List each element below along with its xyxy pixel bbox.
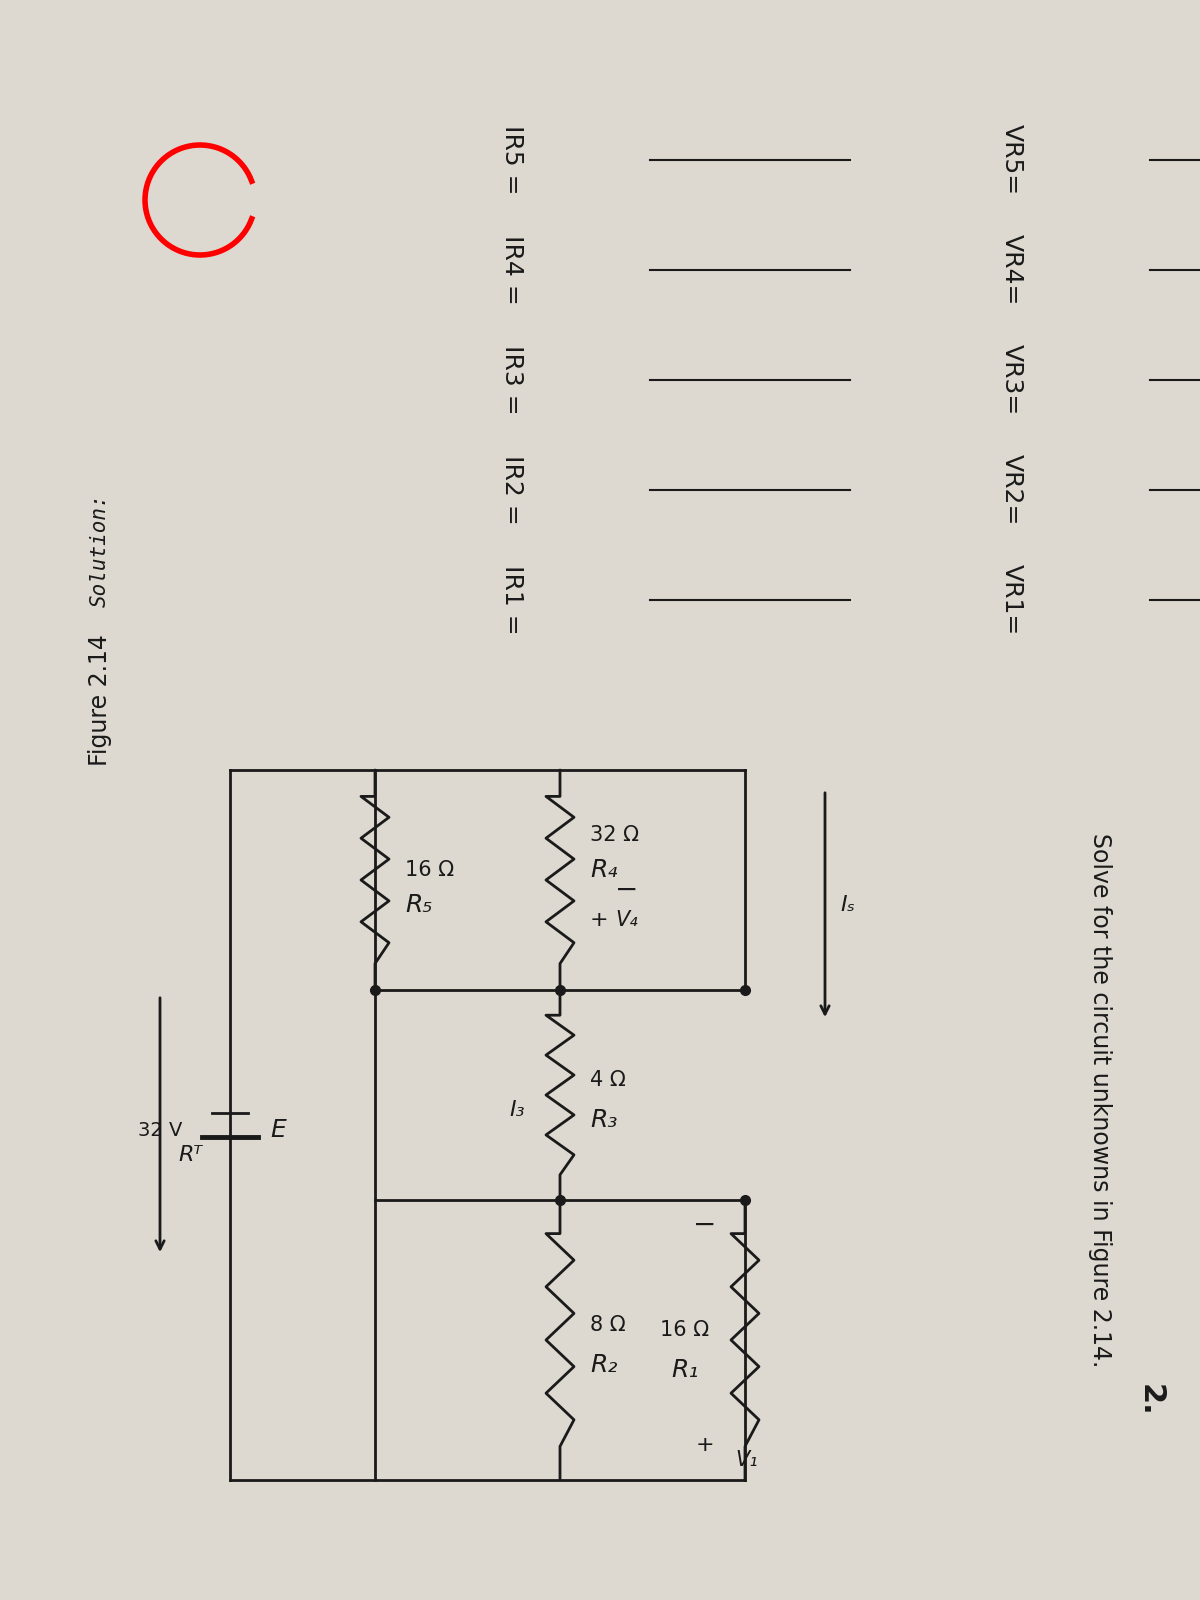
Text: R₁: R₁	[671, 1358, 698, 1382]
Text: R₃: R₃	[590, 1107, 617, 1133]
Text: 32 V: 32 V	[138, 1120, 182, 1139]
Text: IR1 =: IR1 =	[500, 565, 524, 635]
Text: IR2 =: IR2 =	[500, 454, 524, 525]
Text: IR5 =: IR5 =	[500, 125, 524, 195]
Text: +: +	[696, 1435, 714, 1454]
Text: V₄: V₄	[616, 910, 637, 930]
Text: Solution:: Solution:	[90, 493, 110, 606]
Text: 2.: 2.	[1135, 1384, 1164, 1416]
Text: Iₛ: Iₛ	[840, 894, 854, 915]
Text: R₅: R₅	[406, 893, 432, 917]
Text: R₄: R₄	[590, 858, 617, 882]
Text: VR2=: VR2=	[1000, 454, 1024, 526]
Text: Rᵀ: Rᵀ	[178, 1146, 202, 1165]
Text: 4 Ω: 4 Ω	[590, 1070, 625, 1090]
Text: Solve for the circuit unknowns in Figure 2.14.: Solve for the circuit unknowns in Figure…	[1088, 834, 1112, 1366]
Text: E: E	[270, 1118, 286, 1142]
Text: Figure 2.14: Figure 2.14	[88, 634, 112, 766]
Text: VR1=: VR1=	[1000, 565, 1024, 635]
Text: VR4=: VR4=	[1000, 234, 1024, 306]
Text: 8 Ω: 8 Ω	[590, 1315, 625, 1334]
Text: −: −	[616, 877, 638, 904]
Text: −: −	[694, 1211, 716, 1238]
Text: VR3=: VR3=	[1000, 344, 1024, 416]
Text: R₂: R₂	[590, 1354, 617, 1378]
Text: 16 Ω: 16 Ω	[660, 1320, 709, 1341]
Text: VR5=: VR5=	[1000, 125, 1024, 195]
Text: 32 Ω: 32 Ω	[590, 826, 640, 845]
Text: 16 Ω: 16 Ω	[406, 861, 454, 880]
Text: +: +	[590, 910, 608, 930]
Text: IR4 =: IR4 =	[500, 235, 524, 306]
Text: V₁: V₁	[734, 1450, 757, 1470]
Text: I₃: I₃	[510, 1101, 526, 1120]
Text: IR3 =: IR3 =	[500, 346, 524, 414]
